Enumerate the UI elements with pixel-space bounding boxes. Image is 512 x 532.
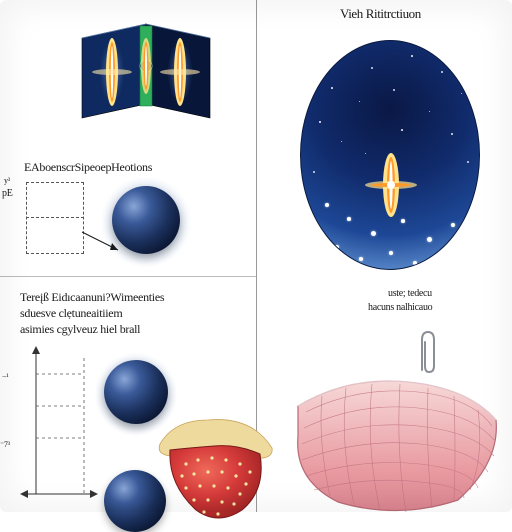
right-label-b: hacuns nalhicauo xyxy=(368,302,432,315)
arrow-box-to-sphere xyxy=(80,228,128,258)
right-title: Vieh Rititrctiuon xyxy=(340,6,421,22)
axis-y-mark-2: ⁻7³ xyxy=(0,440,10,450)
math-frag-2: pE xyxy=(2,188,13,201)
left-horizontal-divider xyxy=(0,276,256,277)
section2-label-c: asimies cgylveuz hiel brall xyxy=(20,322,140,337)
burst-icon xyxy=(361,149,421,221)
fabric-surface xyxy=(288,372,488,512)
section1-label: EAboenscrSipeoepHeotions xyxy=(24,160,152,175)
section2-label-b: sduesve clẹtuneaitiiem xyxy=(20,306,122,321)
box3d-illustration xyxy=(70,18,230,148)
red-blob xyxy=(156,414,256,510)
section2-label-a: Tereįß Eidıcaanuni?Wimeenties xyxy=(20,290,164,305)
axis-sketch xyxy=(14,344,102,504)
math-frag-1: y³ xyxy=(4,176,10,186)
axis-y-mark-1: −¹ xyxy=(2,372,8,382)
right-label-a: uste; tedecu xyxy=(388,288,432,301)
universe-ellipse xyxy=(300,40,480,270)
dash-box-mid xyxy=(26,182,84,218)
figure-canvas: EAboenscrSipeoepHeotions y³ pE Tereįß Ei… xyxy=(0,0,512,512)
paperclip-icon xyxy=(414,328,436,376)
